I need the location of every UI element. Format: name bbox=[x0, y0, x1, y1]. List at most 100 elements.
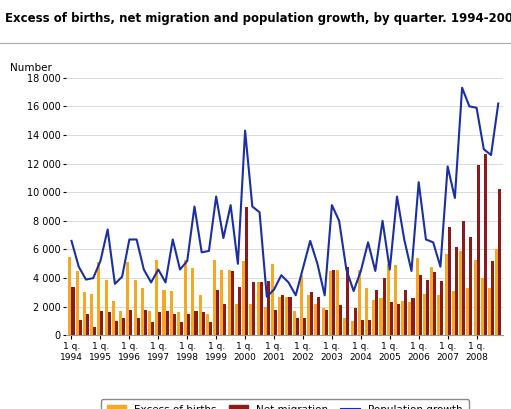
Bar bbox=[448, 227, 451, 335]
Bar bbox=[495, 249, 498, 335]
Bar bbox=[202, 312, 205, 335]
Bar bbox=[72, 287, 75, 335]
Bar bbox=[467, 288, 469, 335]
Bar bbox=[144, 310, 147, 335]
Bar bbox=[459, 251, 462, 335]
Bar bbox=[278, 297, 281, 335]
Bar bbox=[158, 312, 161, 335]
Bar bbox=[162, 290, 166, 335]
Bar bbox=[317, 297, 320, 335]
Bar bbox=[437, 295, 440, 335]
Bar bbox=[404, 290, 407, 335]
Bar bbox=[76, 271, 79, 335]
Bar bbox=[321, 308, 324, 335]
Bar bbox=[455, 247, 458, 335]
Bar bbox=[372, 299, 375, 335]
Bar bbox=[433, 272, 436, 335]
Bar bbox=[257, 282, 260, 335]
Bar bbox=[274, 310, 277, 335]
Bar bbox=[249, 304, 252, 335]
Bar bbox=[300, 275, 303, 335]
Bar bbox=[477, 165, 480, 335]
Bar bbox=[498, 189, 501, 335]
Bar bbox=[206, 314, 209, 335]
Bar bbox=[307, 295, 310, 335]
Bar bbox=[397, 304, 400, 335]
Bar bbox=[98, 263, 101, 335]
Bar bbox=[491, 261, 494, 335]
Bar bbox=[346, 267, 350, 335]
Bar bbox=[415, 258, 419, 335]
Bar bbox=[126, 263, 129, 335]
Bar bbox=[423, 294, 426, 335]
Bar bbox=[408, 303, 411, 335]
Text: Excess of births, net migration and population growth, by quarter. 1994-2008: Excess of births, net migration and popu… bbox=[5, 12, 511, 25]
Bar bbox=[368, 320, 371, 335]
Bar bbox=[445, 254, 448, 335]
Bar bbox=[155, 260, 158, 335]
Bar bbox=[101, 311, 103, 335]
Bar bbox=[314, 304, 317, 335]
Bar bbox=[481, 278, 484, 335]
Bar bbox=[213, 260, 216, 335]
Bar bbox=[192, 268, 195, 335]
Bar bbox=[426, 280, 429, 335]
Bar bbox=[86, 314, 89, 335]
Bar bbox=[286, 297, 289, 335]
Bar bbox=[209, 322, 212, 335]
Bar bbox=[216, 290, 219, 335]
Bar bbox=[267, 281, 270, 335]
Bar bbox=[133, 280, 136, 335]
Bar bbox=[129, 310, 132, 335]
Bar bbox=[351, 321, 354, 335]
Bar bbox=[148, 311, 151, 335]
Bar bbox=[119, 311, 122, 335]
Bar bbox=[329, 271, 332, 335]
Bar bbox=[271, 264, 274, 335]
Bar bbox=[401, 301, 404, 335]
Bar bbox=[220, 270, 223, 335]
Bar bbox=[68, 257, 72, 335]
Bar bbox=[238, 287, 241, 335]
Bar bbox=[112, 301, 115, 335]
Bar bbox=[336, 270, 339, 335]
Bar bbox=[387, 264, 390, 335]
Bar bbox=[383, 278, 386, 335]
Bar bbox=[380, 298, 383, 335]
Bar bbox=[358, 270, 361, 335]
Bar bbox=[452, 291, 455, 335]
Bar bbox=[180, 322, 183, 335]
Bar bbox=[293, 311, 296, 335]
Bar bbox=[136, 318, 140, 335]
Bar bbox=[394, 265, 397, 335]
Bar bbox=[289, 297, 292, 335]
Bar bbox=[230, 271, 234, 335]
Bar bbox=[108, 312, 111, 335]
Bar bbox=[375, 290, 378, 335]
Bar bbox=[227, 270, 230, 335]
Bar bbox=[332, 270, 335, 335]
Bar bbox=[430, 267, 433, 335]
Bar bbox=[419, 275, 422, 335]
Bar bbox=[252, 282, 256, 335]
Bar bbox=[361, 320, 364, 335]
Bar bbox=[354, 308, 357, 335]
Bar bbox=[173, 314, 176, 335]
Text: Number: Number bbox=[10, 63, 52, 72]
Bar bbox=[235, 304, 238, 335]
Bar bbox=[242, 261, 245, 335]
Bar bbox=[260, 282, 263, 335]
Bar bbox=[184, 260, 187, 335]
Bar bbox=[199, 295, 202, 335]
Bar bbox=[365, 288, 368, 335]
Bar bbox=[166, 311, 169, 335]
Bar bbox=[170, 291, 173, 335]
Bar bbox=[83, 292, 86, 335]
Bar bbox=[474, 260, 477, 335]
Bar bbox=[324, 310, 328, 335]
Bar bbox=[93, 327, 96, 335]
Bar bbox=[339, 305, 342, 335]
Legend: Excess of births, Net migration, Population growth: Excess of births, Net migration, Populat… bbox=[101, 398, 469, 409]
Bar bbox=[310, 292, 313, 335]
Bar bbox=[343, 318, 346, 335]
